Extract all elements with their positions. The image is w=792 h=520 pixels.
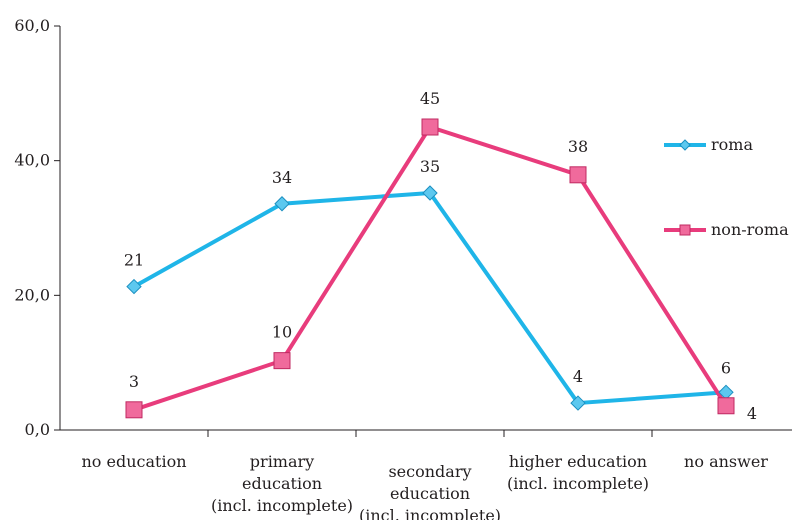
data-label-non-roma: 38 bbox=[568, 137, 588, 156]
data-point-non-roma bbox=[125, 401, 143, 419]
y-tick-label: 40,0 bbox=[14, 151, 50, 170]
x-tick-label-line: education bbox=[390, 484, 470, 503]
y-tick-label: 20,0 bbox=[14, 285, 50, 304]
x-tick-label-line: (incl. incomplete) bbox=[211, 496, 353, 515]
data-label-roma: 35 bbox=[420, 157, 440, 176]
x-tick-label: no answer bbox=[684, 452, 768, 471]
data-label-non-roma: 4 bbox=[747, 404, 757, 423]
x-ticks: no education primary education (incl. incom… bbox=[81, 430, 768, 520]
data-point-non-roma bbox=[569, 166, 587, 184]
data-label-roma: 4 bbox=[573, 367, 583, 386]
x-tick-label: primary education (incl. incomplete) bbox=[211, 452, 353, 515]
series-line-roma bbox=[133, 190, 727, 406]
x-tick-label-line: (incl. incomplete) bbox=[507, 474, 649, 493]
data-point-non-roma bbox=[421, 118, 439, 136]
data-point-roma bbox=[570, 395, 586, 411]
x-tick-label-line: primary bbox=[250, 452, 314, 471]
series-layer bbox=[125, 118, 735, 419]
data-label-roma: 21 bbox=[124, 251, 144, 270]
data-label-non-roma: 3 bbox=[129, 372, 139, 391]
y-tick-label: 0,0 bbox=[25, 420, 50, 439]
x-tick-label-line: education bbox=[242, 474, 322, 493]
data-label-roma: 6 bbox=[721, 358, 731, 377]
legend-label-non-roma: non-roma bbox=[711, 220, 789, 239]
data-point-roma bbox=[422, 185, 438, 201]
data-label-non-roma: 10 bbox=[272, 323, 292, 342]
data-labels: 21 34 35 4 6 3 10 45 38 4 bbox=[124, 89, 757, 423]
axes bbox=[59, 26, 792, 431]
data-point-roma bbox=[126, 278, 142, 295]
data-point-non-roma bbox=[717, 397, 735, 415]
legend-marker-roma bbox=[679, 139, 691, 151]
x-tick-label-line: secondary bbox=[388, 462, 471, 481]
y-tick-label: 60,0 bbox=[14, 16, 50, 35]
data-label-non-roma: 45 bbox=[420, 89, 440, 108]
x-tick-label-line: higher education bbox=[509, 452, 647, 471]
legend: roma non-roma bbox=[664, 135, 789, 239]
x-tick-label-line: no answer bbox=[684, 452, 768, 471]
x-tick-label: secondary education (incl. incomplete) bbox=[359, 462, 501, 520]
data-point-roma bbox=[274, 196, 290, 212]
x-tick-label: higher education (incl. incomplete) bbox=[507, 452, 649, 493]
x-tick-label-line: no education bbox=[81, 452, 186, 471]
data-label-roma: 34 bbox=[272, 168, 292, 187]
legend-label-roma: roma bbox=[711, 135, 753, 154]
x-tick-label: no education bbox=[81, 452, 186, 471]
x-tick-label-line: (incl. incomplete) bbox=[359, 506, 501, 520]
data-point-non-roma bbox=[273, 352, 291, 370]
y-ticks: 0,0 20,0 40,0 60,0 bbox=[14, 16, 60, 439]
legend-marker-non-roma bbox=[679, 224, 691, 236]
